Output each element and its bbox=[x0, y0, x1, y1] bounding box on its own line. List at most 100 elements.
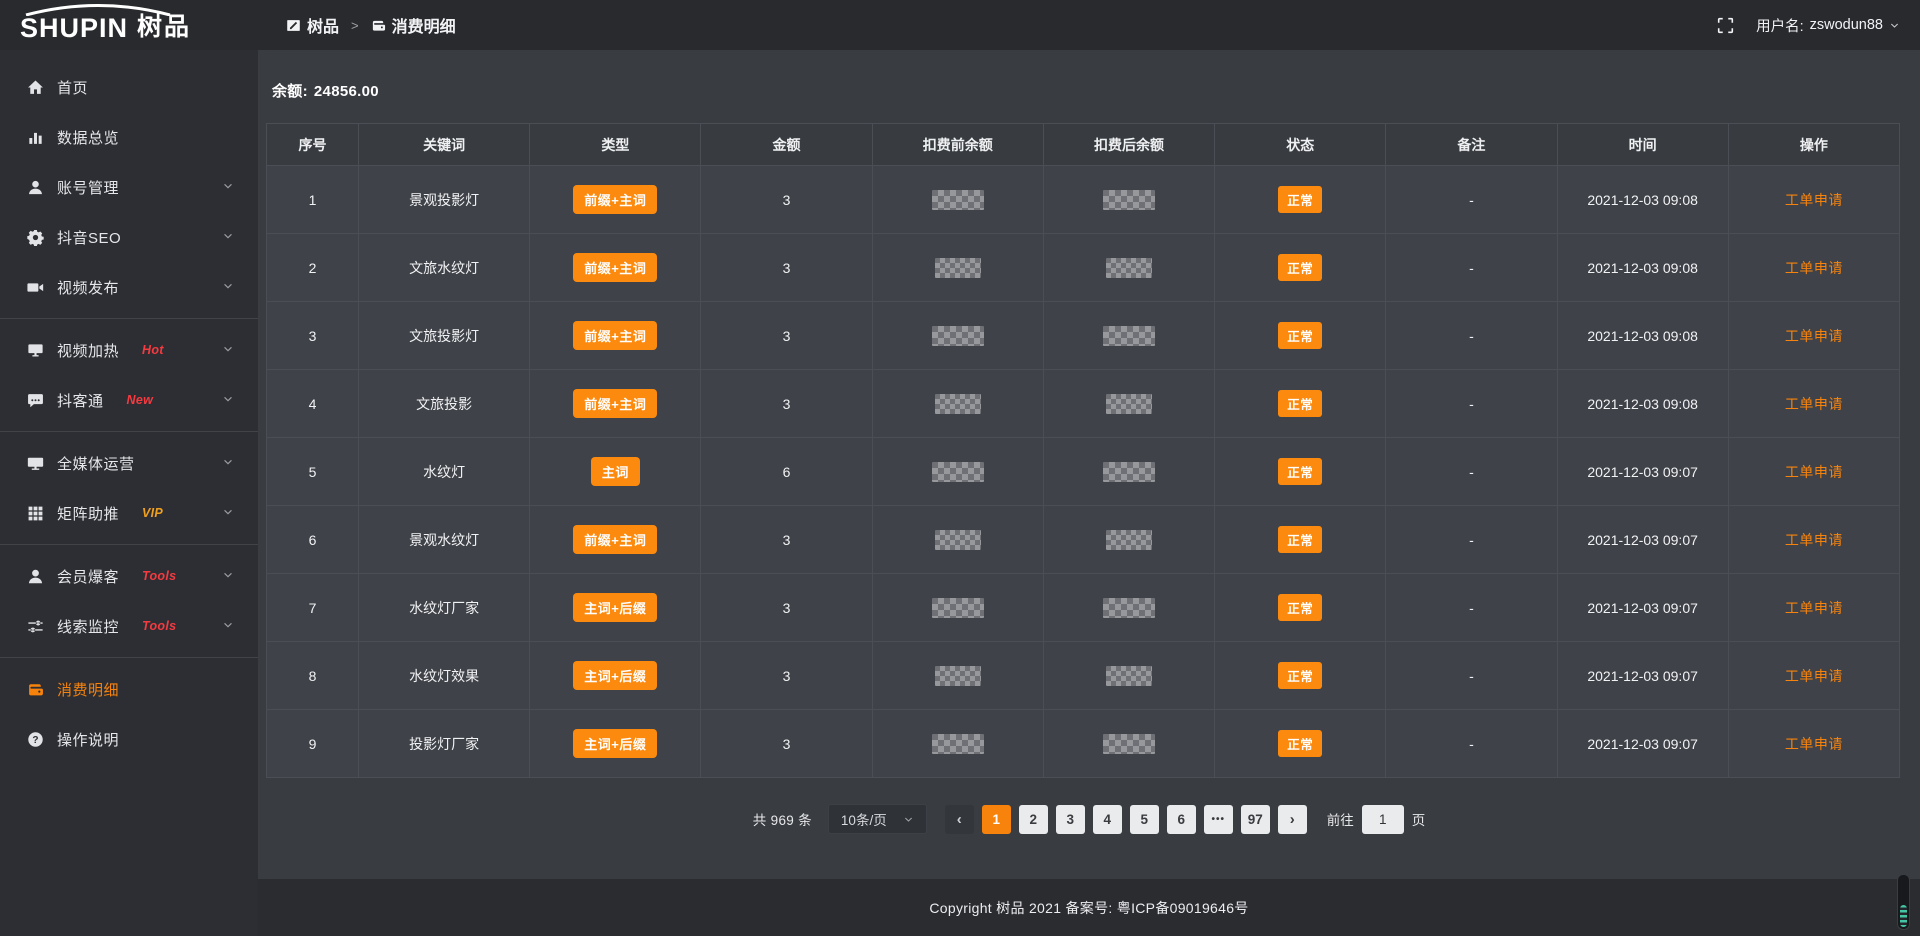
sidebar-item-video-heat[interactable]: 视频加热 Hot bbox=[0, 325, 258, 375]
cell-type: 主词+后缀 bbox=[529, 709, 702, 778]
ticket-apply-link[interactable]: 工单申请 bbox=[1784, 259, 1843, 276]
masked-balance-after bbox=[1105, 257, 1152, 278]
breadcrumb-root[interactable]: 树品 bbox=[286, 13, 339, 37]
page-button-5[interactable]: 5 bbox=[1129, 804, 1159, 834]
cell-remark: - bbox=[1385, 233, 1558, 302]
page-button-1[interactable]: 1 bbox=[981, 804, 1011, 834]
cell-index: 9 bbox=[266, 709, 359, 778]
sidebar: 首页 数据总览账号管理抖音SEO 视频发布视频加热 Hot 抖客通 New 全媒体运营矩阵助… bbox=[0, 50, 258, 936]
sidebar-item-video-publish[interactable]: 视频发布 bbox=[0, 262, 258, 312]
status-badge: 正常 bbox=[1278, 662, 1323, 689]
user-menu[interactable]: 用户名: zswodun88 bbox=[1756, 15, 1900, 36]
question-icon: ? bbox=[26, 731, 44, 748]
scrollbar-widget[interactable] bbox=[1897, 874, 1910, 930]
cell-keyword: 景观投影灯 bbox=[357, 165, 531, 234]
cell-remark: - bbox=[1385, 505, 1558, 574]
ticket-apply-link[interactable]: 工单申请 bbox=[1784, 395, 1843, 412]
ticket-apply-link[interactable]: 工单申请 bbox=[1784, 531, 1843, 548]
ticket-apply-link[interactable]: 工单申请 bbox=[1784, 327, 1843, 344]
sidebar-item-matrix-boost[interactable]: 矩阵助推 VIP bbox=[0, 488, 258, 538]
status-badge: 正常 bbox=[1278, 594, 1323, 621]
balance: 余额: 24856.00 bbox=[272, 80, 1900, 101]
sidebar-item-consume-detail[interactable]: 消费明细 bbox=[0, 664, 258, 714]
cell-action: 工单申请 bbox=[1727, 165, 1901, 234]
cell-remark: - bbox=[1385, 301, 1558, 370]
sidebar-item-tag: New bbox=[126, 393, 154, 407]
cell-status: 正常 bbox=[1214, 301, 1387, 370]
type-badge: 前缀+主词 bbox=[573, 389, 658, 418]
logo-text-en: SHUPIN bbox=[20, 13, 129, 43]
cell-remark: - bbox=[1385, 641, 1558, 710]
prev-page-button[interactable]: ‹ bbox=[944, 804, 974, 834]
masked-balance-before bbox=[934, 529, 981, 550]
page-button-97[interactable]: 97 bbox=[1240, 804, 1270, 834]
cell-keyword: 水纹灯 bbox=[357, 437, 531, 506]
sidebar-item-label: 矩阵助推 bbox=[57, 505, 120, 523]
page-button-2[interactable]: 2 bbox=[1018, 804, 1048, 834]
cell-status: 正常 bbox=[1214, 641, 1387, 710]
ticket-apply-link[interactable]: 工单申请 bbox=[1784, 463, 1843, 480]
page-size-select[interactable]: 10条/页 bbox=[827, 804, 927, 834]
masked-balance-after bbox=[1105, 529, 1152, 550]
wallet-icon bbox=[371, 18, 386, 33]
page-button-3[interactable]: 3 bbox=[1055, 804, 1085, 834]
page-button-4[interactable]: 4 bbox=[1092, 804, 1122, 834]
cell-amount: 3 bbox=[700, 709, 873, 778]
sidebar-item-douyin-seo[interactable]: 抖音SEO bbox=[0, 212, 258, 262]
ticket-apply-link[interactable]: 工单申请 bbox=[1784, 667, 1843, 684]
cell-index: 8 bbox=[266, 641, 359, 710]
ticket-apply-link[interactable]: 工单申请 bbox=[1784, 735, 1843, 752]
gear-icon bbox=[26, 229, 44, 246]
cell-time: 2021-12-03 09:07 bbox=[1556, 437, 1729, 506]
masked-balance-after bbox=[1102, 189, 1155, 210]
sidebar-item-tag: Tools bbox=[142, 569, 177, 583]
sidebar-item-help[interactable]: ? 操作说明 bbox=[0, 714, 258, 764]
cell-amount: 6 bbox=[700, 437, 873, 506]
cell-balance-before bbox=[871, 573, 1044, 642]
cell-remark: - bbox=[1385, 369, 1558, 438]
table-row: 3 文旅投影灯 前缀+主词 3 正常 -2021-12-03 09:08 工单申请 bbox=[266, 301, 1901, 370]
sidebar-item-label: 账号管理 bbox=[57, 179, 120, 197]
cell-amount: 3 bbox=[700, 233, 873, 302]
sidebar-item-douketong[interactable]: 抖客通 New bbox=[0, 375, 258, 425]
cell-keyword: 景观水纹灯 bbox=[357, 505, 531, 574]
goto-page-input[interactable] bbox=[1361, 804, 1404, 834]
masked-balance-before bbox=[931, 733, 984, 754]
bar-chart-icon bbox=[26, 129, 44, 146]
page-ellipsis-button[interactable]: ••• bbox=[1203, 804, 1233, 834]
sidebar-divider bbox=[0, 318, 258, 319]
cell-keyword: 投影灯厂家 bbox=[357, 709, 531, 778]
sidebar-menu: 首页 数据总览账号管理抖音SEO 视频发布视频加热 Hot 抖客通 New 全媒体运营矩阵助… bbox=[0, 62, 258, 764]
sidebar-item-label: 全媒体运营 bbox=[57, 455, 135, 473]
status-badge: 正常 bbox=[1278, 526, 1323, 553]
panel-edit-icon bbox=[286, 18, 301, 33]
fullscreen-icon[interactable] bbox=[1717, 17, 1734, 34]
cell-remark: - bbox=[1385, 709, 1558, 778]
sidebar-divider bbox=[0, 544, 258, 545]
ticket-apply-link[interactable]: 工单申请 bbox=[1784, 191, 1843, 208]
sidebar-item-data-overview[interactable]: 数据总览 bbox=[0, 112, 258, 162]
sidebar-item-account-manage[interactable]: 账号管理 bbox=[0, 162, 258, 212]
sidebar-item-member-baoke[interactable]: 会员爆客 Tools bbox=[0, 551, 258, 601]
status-badge: 正常 bbox=[1278, 186, 1323, 213]
cell-time: 2021-12-03 09:08 bbox=[1556, 233, 1729, 302]
user-icon bbox=[26, 179, 44, 196]
table-row: 5 水纹灯 主词 6 正常 -2021-12-03 09:07 工单申请 bbox=[266, 437, 1901, 506]
cell-amount: 3 bbox=[700, 165, 873, 234]
sidebar-item-label: 会员爆客 bbox=[57, 568, 120, 586]
masked-balance-before bbox=[934, 257, 981, 278]
sidebar-item-media-operation[interactable]: 全媒体运营 bbox=[0, 438, 258, 488]
masked-balance-after bbox=[1105, 393, 1152, 414]
ticket-apply-link[interactable]: 工单申请 bbox=[1784, 599, 1843, 616]
sidebar-item-home[interactable]: 首页 bbox=[0, 62, 258, 112]
table-row: 8 水纹灯效果 主词+后缀 3 正常 -2021-12-03 09:07 工单申请 bbox=[266, 641, 1901, 710]
page-button-6[interactable]: 6 bbox=[1166, 804, 1196, 834]
sliders-icon bbox=[26, 618, 44, 635]
next-page-button[interactable]: › bbox=[1277, 804, 1307, 834]
cell-status: 正常 bbox=[1214, 573, 1387, 642]
column-header-4: 金额 bbox=[700, 123, 873, 166]
table-row: 6 景观水纹灯 前缀+主词 3 正常 -2021-12-03 09:07 工单申请 bbox=[266, 505, 1901, 574]
logo-text-cn: 树品 bbox=[137, 13, 192, 41]
sidebar-item-clue-monitor[interactable]: 线索监控 Tools bbox=[0, 601, 258, 651]
type-badge: 主词 bbox=[590, 457, 640, 486]
